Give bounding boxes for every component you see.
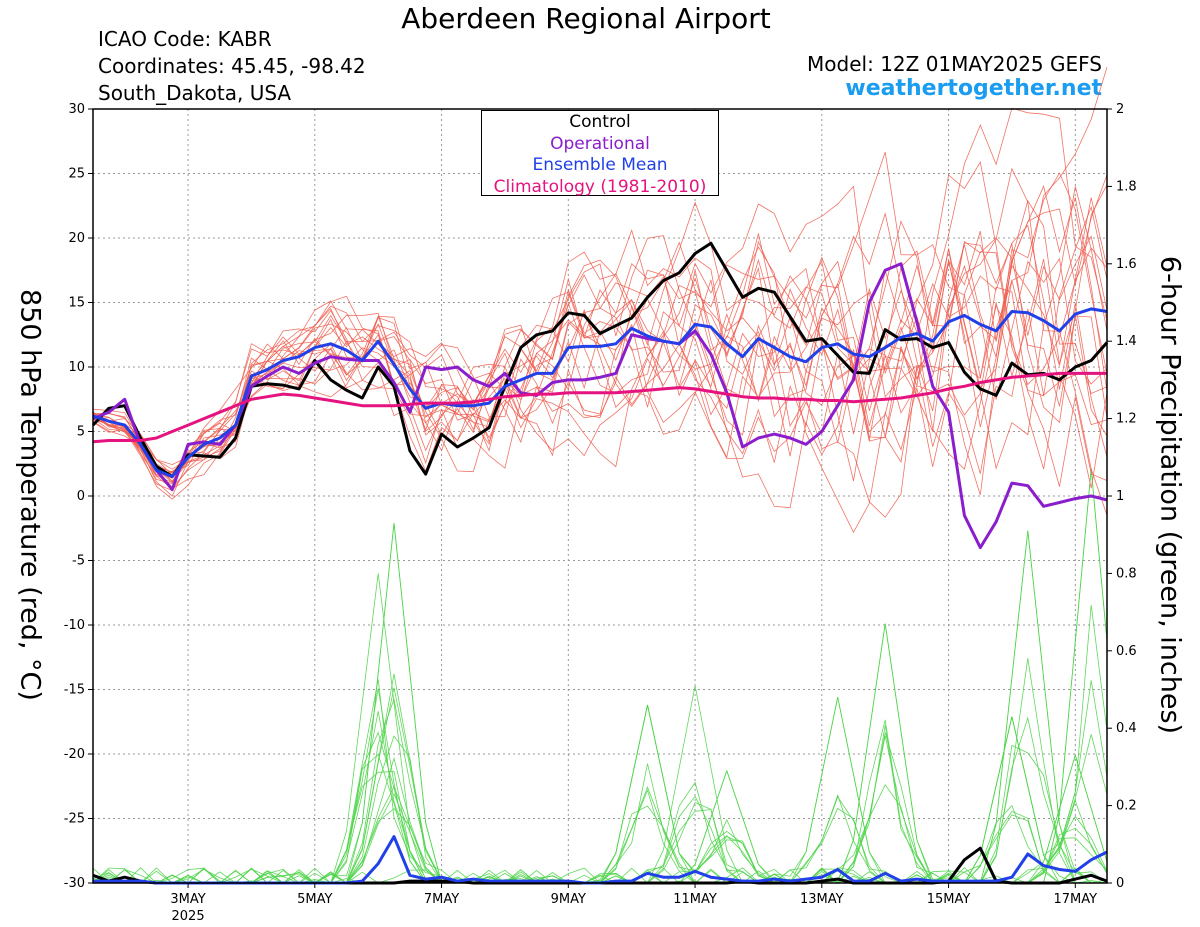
y2-tick-label: 1.4: [1116, 334, 1137, 349]
y2-tick-label: 0.2: [1116, 799, 1137, 814]
operational-temp-line: [92, 262, 1108, 550]
precip-member-line: [92, 523, 1108, 884]
precip-member-line: [93, 735, 1108, 884]
precip-member-line: [92, 573, 1108, 884]
climatology-1981-2010-temp-line: [92, 371, 1107, 444]
x-tick-label: 5MAY: [297, 892, 332, 907]
temp-member-line: [92, 258, 1108, 487]
precip-member-line: [93, 468, 1108, 884]
x-tick-label: 7MAY: [424, 892, 459, 907]
precip-member-line: [92, 704, 1107, 884]
model-run: Model: 12Z 01MAY2025 GEFS: [807, 52, 1102, 76]
axis-ticks: 302520151050-5-10-15-20-25-3021.81.61.41…: [64, 102, 1137, 924]
y2-tick-label: 2: [1116, 102, 1124, 117]
temp-member-line: [92, 199, 1108, 475]
x-tick-label: 11MAY: [673, 892, 717, 907]
y-tick-label: 0: [77, 489, 85, 504]
y2-tick-label: 0: [1116, 876, 1124, 891]
site-watermark[interactable]: weathertogether.net: [845, 76, 1102, 101]
temp-member-line: [92, 220, 1108, 470]
x-tick-label: 15MAY: [927, 892, 971, 907]
temp-member-line: [92, 205, 1108, 534]
chart-legend: Control Operational Ensemble Mean Climat…: [481, 110, 719, 197]
y2-tick-label: 0.4: [1116, 721, 1137, 736]
control-temp-line: [91, 241, 1109, 479]
y-tick-label: 15: [68, 296, 85, 311]
precip-members: [92, 468, 1108, 884]
precip-member-line: [93, 688, 1108, 884]
precip-member-line: [92, 731, 1107, 884]
precip-member-line: [93, 530, 1107, 884]
precip-member-line: [93, 673, 1108, 884]
precip-member-line: [92, 704, 1108, 884]
precip-member-line: [93, 523, 1108, 884]
y-tick-label: 20: [68, 231, 85, 246]
grid-lines: [93, 109, 1107, 883]
precip-member-line: [92, 530, 1108, 884]
precip-member-line: [93, 697, 1108, 884]
x-tick-label: 9MAY: [551, 892, 586, 907]
y-tick-label: 30: [68, 102, 85, 117]
y-tick-label: -20: [64, 747, 85, 762]
precip-member-line: [92, 623, 1108, 884]
y2-tick-label: 1.8: [1116, 179, 1137, 194]
y2-tick-label: 0.6: [1116, 644, 1137, 659]
y-tick-label: 25: [68, 167, 85, 182]
y-axis-label-right: 6-hour Precipitation (green, inches): [1154, 255, 1186, 735]
x-tick-sublabel: 2025: [172, 909, 205, 924]
y-tick-label: -5: [72, 554, 85, 569]
temp-member-line: [92, 185, 1108, 484]
precip-member-line: [92, 679, 1107, 884]
y2-tick-label: 0.8: [1116, 566, 1137, 581]
y-axis-label-left: 850 hPa Temperature (red, °C): [14, 289, 46, 701]
precip-member-line: [93, 468, 1108, 884]
y-tick-label: -10: [64, 618, 85, 633]
temp-member-line: [92, 167, 1108, 516]
coordinates: Coordinates: 45.45, -98.42: [98, 54, 366, 78]
y2-tick-label: 1.6: [1116, 257, 1137, 272]
y-tick-label: 5: [77, 425, 85, 440]
location-region: South_Dakota, USA: [98, 81, 292, 105]
temp-member-line: [92, 185, 1108, 477]
legend-entry-control: Control: [569, 112, 631, 132]
x-tick-label: 3MAY: [170, 892, 205, 907]
y-tick-label: -25: [64, 812, 85, 827]
x-tick-label: 13MAY: [800, 892, 844, 907]
temp-member-line: [92, 184, 1108, 474]
chart-title: Aberdeen Regional Airport: [401, 2, 771, 35]
y2-tick-label: 1.2: [1116, 412, 1137, 427]
precip-member-line: [92, 623, 1108, 884]
temp-member-line: [92, 186, 1108, 500]
legend-entry-ensemble-mean: Ensemble Mean: [532, 155, 668, 175]
ensemble-mean-temp-line: [92, 307, 1108, 479]
highlight-series: [91, 241, 1109, 885]
precip-member-line: [92, 732, 1107, 884]
icao-code: ICAO Code: KABR: [98, 27, 272, 51]
temp-member-line: [92, 107, 1108, 481]
temp-member-line: [92, 172, 1108, 490]
y2-tick-label: 1: [1116, 489, 1124, 504]
plot-frame: [92, 108, 1108, 884]
precip-member-line: [92, 685, 1108, 884]
y-tick-label: -15: [64, 683, 85, 698]
x-tick-label: 17MAY: [1054, 892, 1098, 907]
legend-entry-operational: Operational: [550, 133, 650, 154]
y-tick-label: 10: [68, 360, 85, 375]
legend-entry-climatology: Climatology (1981-2010): [493, 176, 707, 197]
y-tick-label: -30: [64, 876, 85, 891]
temp-member-line: [92, 174, 1108, 473]
temp-member-line: [92, 242, 1108, 483]
precip-member-line: [93, 604, 1108, 884]
temp-member-line: [92, 197, 1108, 518]
